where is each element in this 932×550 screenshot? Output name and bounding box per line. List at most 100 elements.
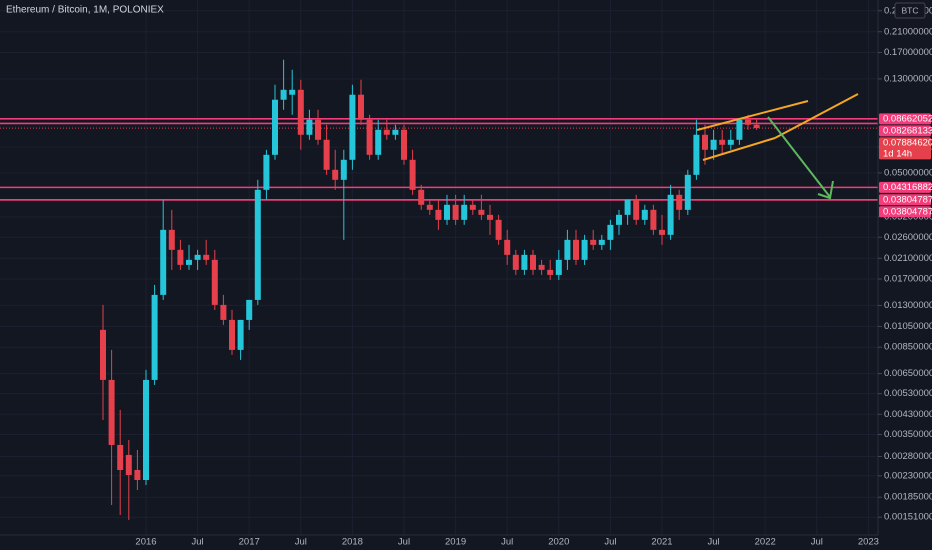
candle-body	[177, 249, 184, 265]
candle-body	[581, 239, 588, 260]
wedge-lower-line	[702, 137, 776, 161]
y-tick-label: 0.21000000	[884, 26, 932, 37]
x-tick-label: 2019	[445, 537, 466, 548]
candle-body	[125, 454, 132, 475]
y-tick-label: 0.05000000	[884, 167, 932, 178]
candle-body	[211, 259, 218, 305]
candle-body	[676, 194, 683, 210]
y-tick-label: 0.01300000	[884, 300, 932, 311]
price-badge-label: 0.08268133	[883, 126, 932, 137]
candle-body	[547, 269, 554, 275]
candle-body	[616, 214, 622, 225]
y-tick-label: 0.02600000	[884, 232, 932, 243]
price-badge	[879, 181, 931, 193]
y-tick-label: 0.00185000	[884, 492, 932, 503]
candle-body	[461, 204, 468, 220]
price-badge	[879, 194, 931, 206]
candle-body	[452, 204, 459, 220]
candle-body	[186, 259, 192, 265]
x-tick-label: Jul	[501, 537, 513, 548]
y-tick-label: 0.00430000	[884, 409, 932, 420]
candle-body	[727, 139, 734, 145]
candles	[100, 59, 760, 520]
candle-body	[117, 444, 124, 470]
countdown-label: 1d 14h	[883, 148, 912, 159]
candle-body	[719, 139, 726, 145]
y-tick-label: 0.01700000	[884, 274, 932, 285]
candle-body	[659, 229, 665, 235]
x-tick-label: 2020	[548, 537, 569, 548]
candle-body	[607, 224, 614, 240]
candle-body	[495, 219, 502, 240]
price-badge-label: 0.08662052	[883, 114, 932, 125]
candle-body	[280, 89, 287, 100]
y-tick-label: 0.17000000	[884, 47, 932, 58]
candle-body	[590, 239, 597, 245]
y-tick-label: 0.00650000	[884, 368, 932, 379]
arrow-head	[817, 180, 834, 200]
candle-body	[289, 89, 296, 95]
y-tick-label: 0.01050000	[884, 321, 932, 332]
candle-body	[702, 134, 708, 150]
y-tick-label: 0.02100000	[884, 253, 932, 264]
x-tick-label: 2017	[239, 537, 260, 548]
candle-body	[134, 469, 141, 480]
candle-body	[624, 199, 631, 215]
price-badge-label: 0.04316882	[883, 182, 932, 193]
candle-body	[444, 204, 450, 220]
candle-body	[521, 254, 528, 270]
price-badge-label: 0.03804787	[883, 195, 932, 206]
candle-body	[168, 229, 175, 250]
price-badge-label: 0.03804787	[883, 207, 932, 218]
candle-body	[349, 94, 356, 160]
candle-body	[306, 119, 313, 135]
candle-body	[641, 209, 648, 220]
candle-body	[108, 379, 115, 445]
price-badge-label: 0.07884620	[883, 138, 932, 149]
candle-body	[246, 299, 253, 320]
candle-body	[538, 264, 545, 270]
drawings	[696, 93, 859, 200]
candle-body	[418, 189, 425, 205]
y-tick-label: 0.00230000	[884, 470, 932, 481]
time-axis: 2016 Jul 2017 Jul 2018 Jul 2019 Jul 2020 Jul 2021 J…	[135, 537, 879, 548]
candle-body	[667, 194, 674, 235]
candle-body	[392, 129, 399, 135]
candle-body	[194, 254, 201, 260]
projection-line	[774, 93, 859, 139]
arrow-shaft	[767, 116, 831, 198]
candle-body	[469, 204, 476, 210]
candle-body	[555, 259, 562, 275]
x-tick-label: Jul	[604, 537, 616, 548]
wedge-upper-line	[696, 100, 809, 131]
x-tick-label: 2021	[651, 537, 672, 548]
candle-body	[315, 119, 321, 140]
candle-body	[684, 174, 691, 210]
candle-body	[263, 154, 270, 190]
candle-body	[143, 379, 149, 480]
candle-body	[297, 89, 304, 135]
candle-body	[745, 119, 751, 125]
y-tick-label: 0.00350000	[884, 429, 932, 440]
x-tick-label: Jul	[295, 537, 307, 548]
price-badge	[879, 125, 931, 137]
candle-body	[409, 159, 416, 190]
levels	[0, 118, 878, 201]
candle-body	[220, 304, 227, 320]
candle-body	[375, 129, 382, 155]
candle-body	[237, 319, 244, 350]
candle-body	[564, 239, 571, 260]
y-tick-label: 0.00850000	[884, 342, 932, 353]
price-badge	[879, 206, 931, 218]
x-tick-label: 2023	[858, 537, 879, 548]
candle-body	[358, 94, 364, 120]
x-tick-label: Jul	[708, 537, 720, 548]
candle-body	[100, 329, 106, 380]
candle-body	[753, 124, 760, 129]
candle-body	[650, 209, 657, 230]
candle-body	[710, 139, 717, 150]
currency-label: BTC	[902, 5, 919, 15]
y-tick-label: 0.00151000	[884, 512, 932, 523]
